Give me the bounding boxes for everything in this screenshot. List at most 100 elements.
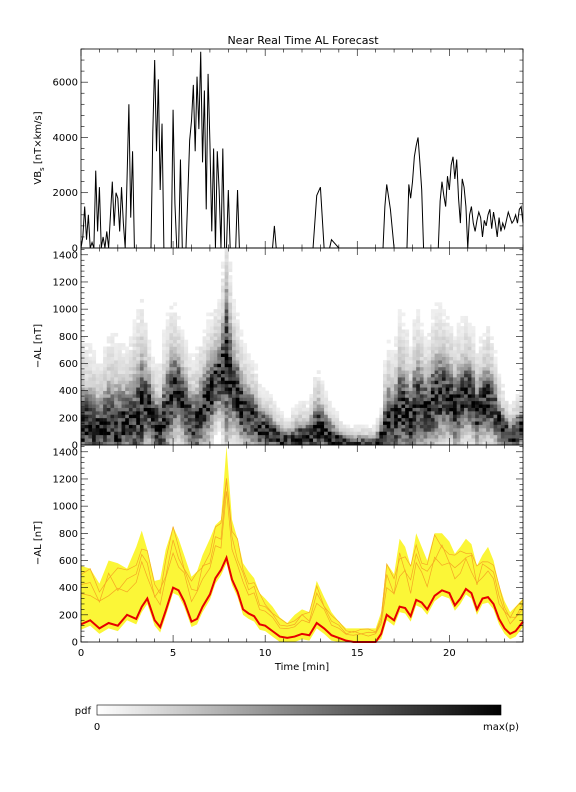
pdf-cell [243,424,248,429]
pdf-cell [224,295,229,300]
pdf-cell [99,441,104,446]
pdf-cell [449,390,454,395]
pdf-cell [405,356,410,361]
pdf-cell [416,424,421,429]
pdf-cell [335,421,340,425]
pdf-cell [324,390,329,395]
pdf-cell [209,404,214,408]
pdf-cell [327,407,332,412]
pdf-cell [316,383,321,388]
pdf-cell [254,394,259,398]
pdf-cell [302,404,306,408]
pdf-cell [486,424,491,429]
y-tick-label: 0 [72,244,78,255]
pdf-cell [438,394,443,398]
pdf-cell [430,356,435,361]
pdf-cell [460,370,465,374]
pdf-cell [195,428,200,432]
pdf-cell [493,356,498,361]
pdf-cell [394,400,399,405]
forecast-ensemble-line [80,491,524,637]
pdf-cell [180,366,185,371]
pdf-cell [88,373,93,378]
pdf-cell [217,360,222,364]
pdf-cell [81,343,85,347]
pdf-cell [103,353,108,357]
pdf-cell [394,421,399,425]
pdf-cell [84,404,89,408]
pdf-cell [441,424,446,429]
pdf-cell [313,407,318,412]
pdf-cell [92,421,97,425]
pdf-cell [302,428,306,432]
pdf-cell [383,434,388,439]
pdf-cell [128,428,133,432]
pdf-cell [184,356,189,361]
pdf-cell [84,417,89,422]
pdf-cell [224,424,229,429]
pdf-cell [184,383,189,388]
pdf-cell [184,438,189,442]
pdf-cell [232,319,236,324]
pdf-cell [209,370,214,374]
pdf-cell [309,424,314,429]
pdf-cell [497,424,502,429]
pdf-cell [103,373,108,378]
pdf-cell [401,421,406,425]
pdf-cell [176,373,181,378]
pdf-cell [206,319,211,324]
pdf-cell [158,417,163,422]
pdf-cell [430,411,435,415]
pdf-cell [217,312,222,317]
pdf-cell [235,441,240,446]
pdf-cell [81,438,85,442]
pdf-cell [88,411,93,415]
pdf-cell [173,400,178,405]
pdf-cell [128,390,133,395]
pdf-cell [268,438,273,442]
pdf-cell [338,421,343,425]
pdf-cell [471,431,476,436]
pdf-cell [320,387,325,391]
pdf-cell [453,428,457,432]
pdf-cell [309,438,314,442]
pdf-cell [434,438,439,442]
pdf-cell [125,421,130,425]
pdf-cell [187,404,192,408]
pdf-cell [401,329,406,334]
pdf-cell [268,417,273,422]
pdf-cell [184,411,189,415]
pdf-cell [243,343,248,347]
pdf-cell [84,360,89,364]
pdf-cell [128,417,133,422]
pdf-cell [191,438,196,442]
pdf-cell [493,366,498,371]
pdf-cell [195,394,200,398]
pdf-cell [143,343,148,347]
pdf-cell [88,387,93,391]
pdf-cell [228,346,233,351]
pdf-cell [475,356,480,361]
pdf-cell [209,336,214,341]
pdf-cell [224,377,229,381]
pdf-cell [206,434,211,439]
pdf-cell [397,363,402,368]
pdf-cell [438,366,443,371]
pdf-cell [471,428,476,432]
pdf-cell [257,434,262,439]
pdf-cell [224,339,229,344]
pdf-cell [84,363,89,368]
pdf-cell [290,417,295,422]
pdf-cell [121,434,126,439]
pdf-cell [375,417,380,422]
pdf-cell [143,411,148,415]
pdf-cell [320,383,325,388]
pdf-cell [220,322,225,327]
pdf-cell [460,346,465,351]
pdf-cell [276,424,281,429]
pdf-cell [206,407,211,412]
pdf-cell [268,411,273,415]
pdf-cell [106,346,111,351]
pdf-cell [331,411,336,415]
